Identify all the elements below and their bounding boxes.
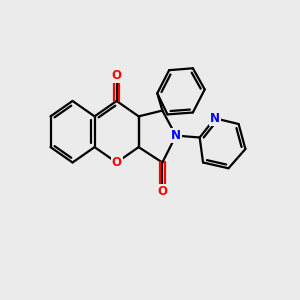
Text: O: O: [112, 156, 122, 169]
Text: O: O: [158, 185, 167, 198]
Text: N: N: [171, 129, 181, 142]
Text: O: O: [112, 70, 122, 83]
Text: N: N: [210, 112, 220, 125]
